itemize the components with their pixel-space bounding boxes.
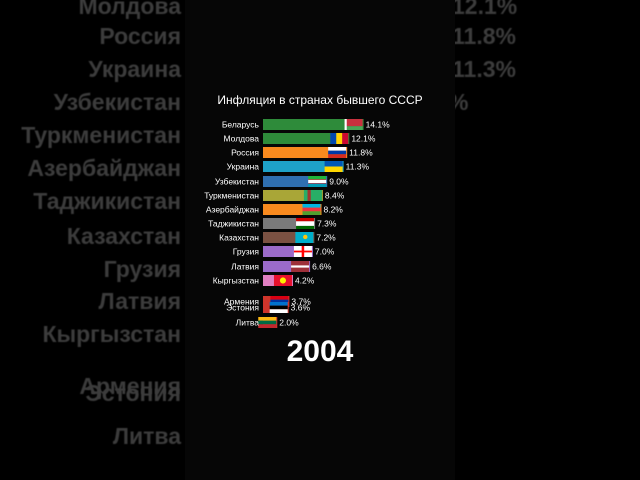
category-label: Туркменистан [204, 191, 259, 201]
background-label: Казахстан [66, 223, 181, 249]
bar [263, 218, 316, 229]
bar [263, 119, 364, 130]
background-label: Таджикистан [33, 188, 181, 214]
value-label: 9.0% [329, 177, 349, 187]
flag-icon [328, 147, 347, 158]
flag-icon [258, 317, 277, 328]
flag-icon [324, 161, 343, 172]
background-label: Эстония [85, 380, 181, 406]
value-label: 12.1% [351, 134, 376, 144]
background-label: Латвия [98, 288, 181, 314]
value-label: 11.3% [346, 162, 370, 172]
bar [263, 204, 322, 215]
value-label: 7.2% [316, 233, 336, 243]
bar-group: Кыргызстан 4.2% [213, 275, 315, 286]
background-label: Туркменистан [21, 122, 181, 148]
flag-icon [291, 261, 310, 272]
bar [263, 133, 350, 144]
value-label: 3.7% [291, 297, 311, 307]
background-label: Украина [88, 56, 181, 82]
bar [263, 161, 344, 172]
flag-icon [303, 190, 322, 201]
category-label: Азербайджан [206, 205, 259, 215]
bar [263, 190, 323, 201]
bar [263, 246, 313, 257]
bar-group: Беларусь 14.1% [222, 119, 390, 130]
bar [263, 261, 311, 272]
background-label: Россия [99, 23, 181, 49]
video-frame [185, 0, 455, 480]
bar-chart: Беларусь 14.1% Молдова 12.1% Россия 11.8% Укра… [204, 119, 390, 328]
bar [263, 147, 348, 158]
flag-icon [302, 204, 321, 215]
category-label: Латвия [231, 262, 259, 272]
value-label: 3.6% [291, 303, 311, 313]
chart-title: Инфляция в странах бывшего СССР [217, 93, 423, 107]
bar-group: Литва 2.0% [236, 317, 299, 328]
category-label: Молдова [223, 134, 259, 144]
flag-icon [308, 176, 327, 187]
category-label: Россия [231, 148, 259, 158]
category-label: Армения [224, 297, 259, 307]
value-label: 8.4% [325, 191, 345, 201]
category-label: Литва [236, 318, 260, 328]
bar-group: Казахстан 7.2% [219, 232, 336, 243]
year-label: 2004 [286, 335, 354, 368]
flag-icon [295, 232, 314, 243]
background-value-label: 12.1% [452, 0, 518, 19]
bar-group: Азербайджан 8.2% [206, 204, 343, 215]
bar [263, 176, 328, 187]
category-label: Кыргызстан [213, 276, 260, 286]
flag-icon [344, 119, 363, 130]
background-label: Азербайджан [27, 155, 181, 181]
background-label: Армения [79, 373, 181, 399]
background-label: Литва [112, 423, 181, 449]
value-label: 4.2% [295, 276, 315, 286]
flag-icon [330, 133, 349, 144]
value-label: 11.8% [349, 148, 373, 158]
value-label: 6.6% [312, 262, 332, 272]
bar-group: Таджикистан 7.3% [208, 218, 337, 229]
bar-group: Туркменистан 8.4% [204, 190, 345, 201]
bar [263, 232, 315, 243]
category-label: Таджикистан [208, 219, 259, 229]
background-label: Грузия [103, 256, 181, 282]
background-value-label: 11.8% [452, 23, 516, 49]
bar-group: Эстония 3.6% [226, 302, 310, 313]
category-label: Украина [227, 162, 260, 172]
flag-icon [273, 275, 292, 286]
bar-group: Россия 11.8% [231, 147, 373, 158]
background-label: Узбекистан [53, 89, 181, 115]
bar-group: Узбекистан 9.0% [215, 176, 349, 187]
category-label: Грузия [233, 247, 260, 257]
category-label: Беларусь [222, 120, 260, 130]
value-label: 7.0% [315, 247, 335, 257]
flag-icon [293, 246, 312, 257]
bar-group: Украина 11.3% [227, 161, 370, 172]
value-label: 14.1% [366, 120, 391, 130]
value-label: 8.2% [323, 205, 343, 215]
flag-icon [296, 218, 315, 229]
background-label: Молдова [78, 0, 181, 19]
bar-group: Молдова 12.1% [223, 133, 376, 144]
flag-icon [269, 302, 288, 313]
value-label: 2.0% [279, 318, 299, 328]
category-label: Эстония [226, 303, 259, 313]
bar-group: Латвия 6.6% [231, 261, 332, 272]
background-value-label: 11.3% [452, 56, 516, 82]
category-label: Казахстан [219, 233, 259, 243]
value-label: 7.3% [317, 219, 337, 229]
background-label: Кыргызстан [42, 321, 181, 347]
bar-group: Грузия 7.0% [233, 246, 335, 257]
category-label: Узбекистан [215, 177, 259, 187]
